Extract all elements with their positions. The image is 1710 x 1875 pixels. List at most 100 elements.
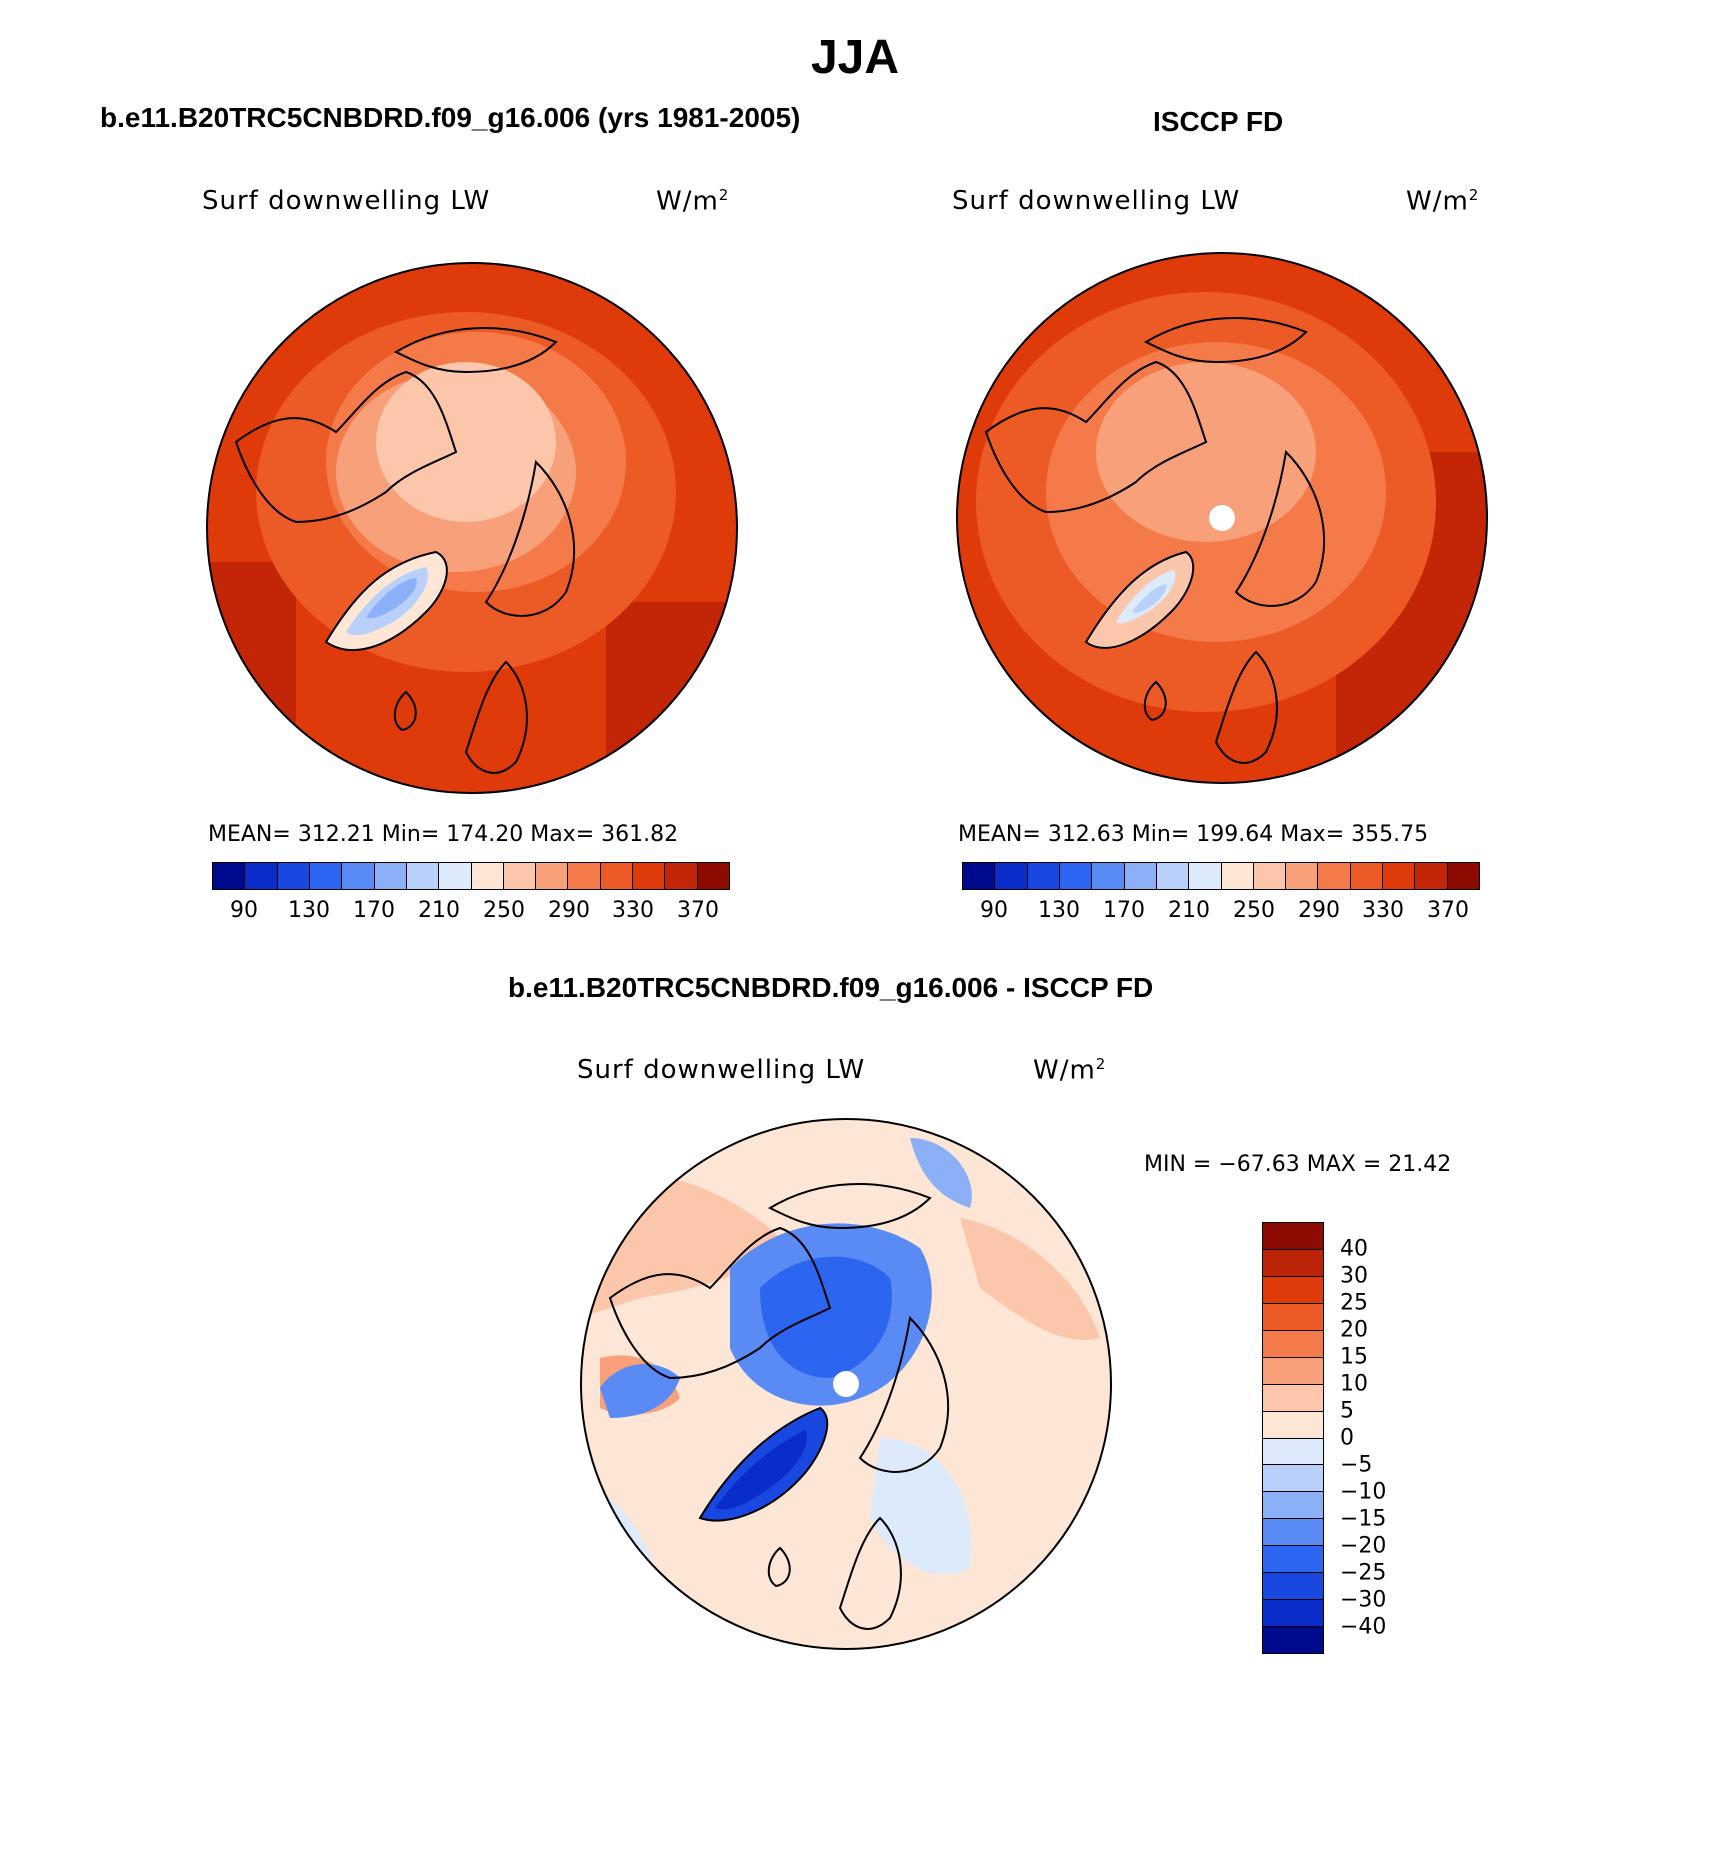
panel-2-variable-label: Surf downwelling LW xyxy=(952,186,1241,216)
panel-2-coastlines xyxy=(984,317,1325,764)
panel-2-colorbar-ticks: 90 130 170 210 250 290 330 370 xyxy=(962,898,1480,928)
colorbar-swatch xyxy=(536,863,569,889)
colorbar-swatch xyxy=(374,863,407,889)
colorbar-tick: −5 xyxy=(1340,1452,1373,1478)
colorbar-swatch xyxy=(503,863,537,889)
colorbar-swatch xyxy=(406,863,440,889)
colorbar-tick: 330 xyxy=(612,898,654,923)
colorbar-swatch xyxy=(1447,863,1479,889)
panel-3-coastlines xyxy=(608,1183,949,1630)
colorbar-swatch xyxy=(633,863,666,889)
colorbar-swatch xyxy=(1124,863,1157,889)
panel-2-units: W/m2 xyxy=(1406,186,1480,217)
panel-1-field-pole xyxy=(376,362,556,522)
colorbar-swatch xyxy=(600,863,634,889)
colorbar-tick: 25 xyxy=(1340,1290,1368,1316)
panel-3-colorbar-ticks: 40 30 25 20 15 10 5 0 −5 −10 −15 −20 −25… xyxy=(1340,1222,1400,1654)
colorbar-swatch xyxy=(1263,1384,1323,1412)
colorbar-swatch xyxy=(1350,863,1384,889)
colorbar-tick: 250 xyxy=(483,898,525,923)
colorbar-swatch xyxy=(1189,863,1222,889)
colorbar-tick: 0 xyxy=(1340,1425,1354,1451)
colorbar-swatch xyxy=(1253,863,1287,889)
colorbar-tick: 290 xyxy=(548,898,590,923)
colorbar-tick: 5 xyxy=(1340,1398,1354,1424)
panel-2-map-border xyxy=(956,252,1488,784)
panel-2-title: ISCCP FD xyxy=(1153,106,1284,137)
colorbar-swatch xyxy=(439,863,472,889)
panel-3-polar-map xyxy=(580,1118,1112,1650)
colorbar-tick: −20 xyxy=(1340,1533,1387,1559)
colorbar-swatch xyxy=(1318,863,1351,889)
colorbar-tick: −25 xyxy=(1340,1560,1387,1586)
colorbar-swatch xyxy=(665,863,698,889)
colorbar-tick: −30 xyxy=(1340,1587,1387,1613)
colorbar-swatch xyxy=(1263,1411,1323,1439)
panel-3-stats: MIN = −67.63 MAX = 21.42 xyxy=(1144,1152,1452,1177)
panel-2-polar-dot xyxy=(1209,505,1235,531)
colorbar-swatch xyxy=(1092,863,1125,889)
colorbar-swatch xyxy=(1263,1465,1323,1493)
colorbar-swatch xyxy=(277,863,310,889)
colorbar-tick: 170 xyxy=(1103,898,1145,923)
colorbar-tick: −10 xyxy=(1340,1479,1387,1505)
colorbar-tick: −40 xyxy=(1340,1614,1387,1640)
panel-2-field-pole xyxy=(1096,362,1316,542)
panel-3-variable-label: Surf downwelling LW xyxy=(577,1055,866,1085)
colorbar-tick: 40 xyxy=(1340,1236,1368,1262)
colorbar-tick: 170 xyxy=(353,898,395,923)
colorbar-tick: 290 xyxy=(1298,898,1340,923)
colorbar-tick: 10 xyxy=(1340,1371,1368,1397)
panel-1-stats: MEAN= 312.21 Min= 174.20 Max= 361.82 xyxy=(208,822,679,847)
colorbar-tick: 130 xyxy=(1038,898,1080,923)
colorbar-tick: −15 xyxy=(1340,1506,1387,1532)
panel-1-coastlines xyxy=(234,327,575,774)
colorbar-swatch xyxy=(1221,863,1254,889)
colorbar-swatch xyxy=(1059,863,1093,889)
colorbar-tick: 90 xyxy=(230,898,258,923)
colorbar-swatch xyxy=(1027,863,1060,889)
colorbar-swatch xyxy=(963,863,996,889)
panel-1-variable-label: Surf downwelling LW xyxy=(202,186,491,216)
colorbar-tick: 30 xyxy=(1340,1263,1368,1289)
panel-3-map-border xyxy=(580,1118,1112,1650)
panel-1-units: W/m2 xyxy=(656,186,730,217)
colorbar-swatch xyxy=(995,863,1028,889)
colorbar-swatch xyxy=(1263,1492,1323,1520)
colorbar-swatch xyxy=(568,863,601,889)
colorbar-tick: 210 xyxy=(418,898,460,923)
panel-3-polar-dot xyxy=(833,1371,859,1397)
colorbar-swatch xyxy=(1286,863,1319,889)
colorbar-swatch xyxy=(1383,863,1416,889)
colorbar-tick: 370 xyxy=(1427,898,1469,923)
colorbar-swatch xyxy=(1263,1249,1323,1277)
colorbar-swatch xyxy=(1263,1357,1323,1385)
colorbar-tick: 250 xyxy=(1233,898,1275,923)
panel-2-colorbar xyxy=(962,862,1480,890)
colorbar-swatch xyxy=(1263,1303,1323,1331)
colorbar-tick: 370 xyxy=(677,898,719,923)
colorbar-swatch xyxy=(1263,1627,1323,1653)
panel-3-colorbar xyxy=(1262,1222,1324,1654)
colorbar-swatch xyxy=(1263,1519,1323,1547)
colorbar-swatch xyxy=(1263,1330,1323,1358)
colorbar-swatch xyxy=(471,863,504,889)
panel-3-units: W/m2 xyxy=(1033,1055,1107,1086)
colorbar-swatch xyxy=(1415,863,1448,889)
panel-1-map-border xyxy=(206,262,738,794)
colorbar-tick: 210 xyxy=(1168,898,1210,923)
colorbar-tick: 330 xyxy=(1362,898,1404,923)
colorbar-tick: 90 xyxy=(980,898,1008,923)
colorbar-swatch xyxy=(1263,1600,1323,1628)
colorbar-swatch xyxy=(1263,1438,1323,1466)
colorbar-swatch xyxy=(213,863,246,889)
panel-3-title: b.e11.B20TRC5CNBDRD.f09_g16.006 - ISCCP … xyxy=(508,972,1154,1003)
colorbar-swatch xyxy=(309,863,343,889)
colorbar-swatch xyxy=(245,863,278,889)
panel-1-title: b.e11.B20TRC5CNBDRD.f09_g16.006 (yrs 198… xyxy=(100,102,801,133)
colorbar-tick: 15 xyxy=(1340,1344,1368,1370)
panel-1-polar-map xyxy=(206,262,738,794)
panel-1-colorbar-ticks: 90 130 170 210 250 290 330 370 xyxy=(212,898,730,928)
colorbar-swatch xyxy=(1263,1546,1323,1574)
colorbar-swatch xyxy=(1263,1573,1323,1601)
